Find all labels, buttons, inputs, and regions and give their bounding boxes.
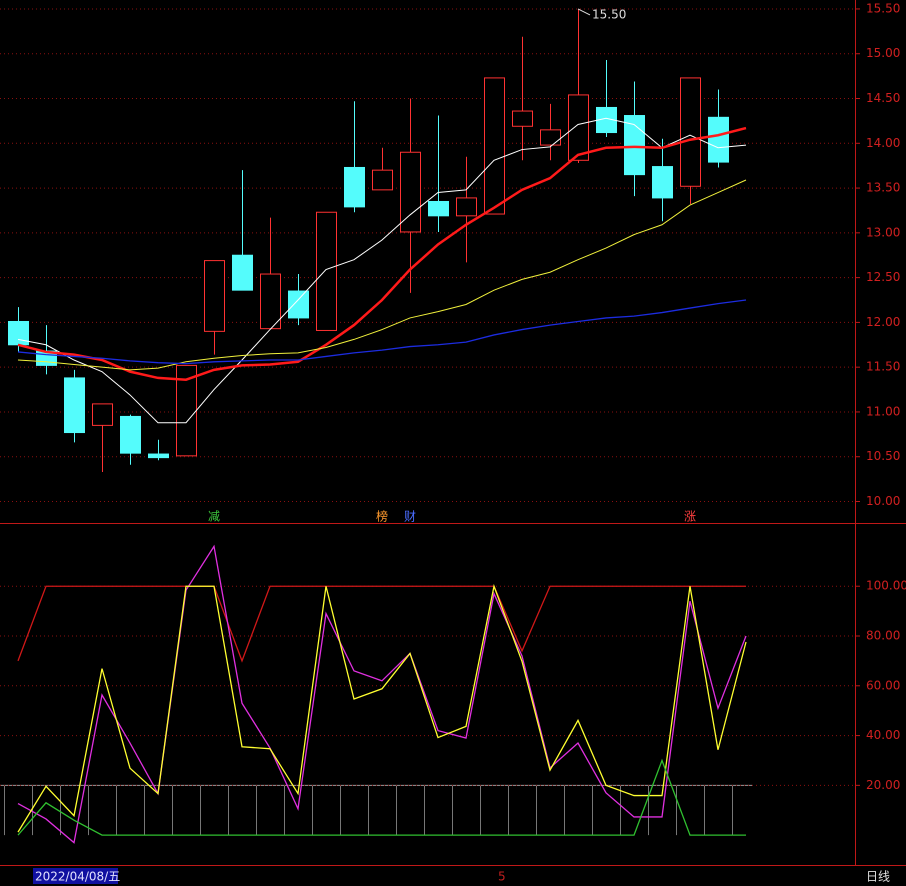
candle-body	[372, 169, 393, 191]
y-tick-label: 15.00	[866, 46, 900, 60]
candle-body	[428, 200, 449, 217]
x-mark: 5	[498, 870, 506, 884]
candle-body	[232, 254, 253, 291]
ma-line	[17, 299, 747, 365]
ma-line	[17, 544, 747, 844]
date-label: 2022/04/08/五	[35, 870, 120, 884]
y-tick-label: 15.50	[866, 1, 900, 15]
candle-body	[540, 129, 561, 146]
y-tick-label: 100.00	[866, 579, 906, 593]
y-tick-label: 40.00	[866, 728, 900, 742]
candle-body	[652, 166, 673, 199]
candle-body	[568, 94, 589, 161]
y-tick-label: 11.00	[866, 404, 900, 418]
candle-body	[204, 260, 225, 332]
ma-line	[17, 126, 747, 381]
y-tick-label: 10.50	[866, 449, 900, 463]
candle-body	[624, 115, 645, 176]
y-tick-label: 13.50	[866, 181, 900, 195]
candle-body	[120, 415, 141, 454]
candle-body	[316, 211, 337, 331]
annotation-arrow	[577, 8, 591, 16]
candle-body	[92, 403, 113, 426]
candle-body	[64, 377, 85, 434]
event-marker: 减	[208, 510, 220, 524]
candle-body	[400, 151, 421, 233]
y-tick-label: 60.00	[866, 678, 900, 692]
ma-line	[17, 179, 747, 371]
y-tick-label: 13.00	[866, 225, 900, 239]
y-tick-label: 80.00	[866, 629, 900, 643]
candle-body	[148, 453, 169, 459]
candle-body	[288, 290, 309, 319]
ma-line	[17, 585, 746, 663]
candle-body	[484, 77, 505, 215]
event-marker: 财	[404, 510, 416, 524]
ma-line	[17, 758, 746, 836]
candle-body	[512, 110, 533, 127]
annotation: 15.50	[592, 7, 626, 21]
date-box	[33, 868, 118, 884]
candle-body	[456, 197, 477, 217]
y-tick-label: 10.00	[866, 494, 900, 508]
event-marker: 涨	[684, 509, 696, 524]
period-label[interactable]: 日线	[866, 870, 890, 884]
y-tick-label: 20.00	[866, 778, 900, 792]
y-tick-label: 11.50	[866, 360, 900, 374]
candle-body	[708, 116, 729, 163]
y-tick-label: 14.00	[866, 136, 900, 150]
candle-body	[680, 77, 701, 187]
candle-body	[344, 166, 365, 208]
event-marker: 榜	[376, 509, 388, 524]
ma-line	[17, 583, 747, 833]
ma-line	[17, 117, 747, 424]
y-tick-label: 14.50	[866, 91, 900, 105]
candle-body	[260, 273, 281, 330]
y-tick-label: 12.00	[866, 315, 900, 329]
y-tick-label: 12.50	[866, 270, 900, 284]
